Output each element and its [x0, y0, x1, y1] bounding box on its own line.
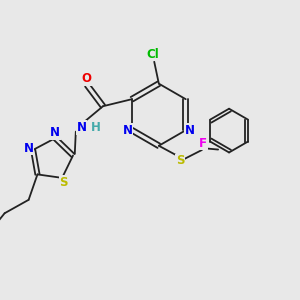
Text: S: S: [60, 176, 68, 189]
Text: N: N: [77, 121, 87, 134]
Text: Cl: Cl: [146, 47, 159, 61]
Text: N: N: [123, 124, 133, 137]
Text: H: H: [91, 121, 101, 134]
Text: N: N: [50, 126, 60, 140]
Text: F: F: [199, 137, 207, 150]
Text: N: N: [24, 142, 34, 154]
Text: N: N: [185, 124, 195, 137]
Text: O: O: [81, 72, 92, 85]
Text: S: S: [176, 154, 184, 167]
